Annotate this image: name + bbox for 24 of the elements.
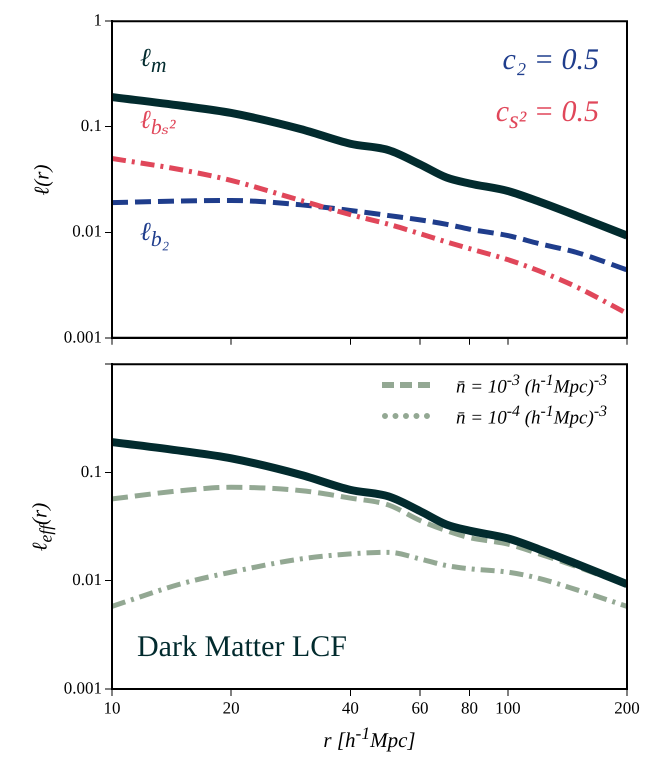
y-tick-label: 0.1 xyxy=(80,116,102,136)
y-axis-title: ℓ(r) xyxy=(30,164,54,195)
series-label: ℓ$_{m}$ xyxy=(140,43,166,78)
x-axis-title: r [h$^{-1}$Mpc] xyxy=(323,723,416,753)
series-label: ℓ$_{bₛ²}$ xyxy=(140,104,176,140)
annotation: c₂ = 0.5 xyxy=(502,43,599,78)
legend-label: n̄ = 10$^{-3}$ (h$^{-1}$Mpc)$^{-3}$ xyxy=(456,372,607,399)
x-tick-label: 10 xyxy=(104,698,120,718)
y-tick-label: 0.001 xyxy=(64,327,102,346)
annotation: c$_{s²}$ = 0.5 xyxy=(496,95,599,136)
y-tick-label: 0.001 xyxy=(64,678,102,698)
x-tick-label: 60 xyxy=(412,698,429,718)
y-tick-label: 0.01 xyxy=(72,570,102,590)
x-tick-label: 200 xyxy=(614,698,640,718)
y-tick-label: 0.01 xyxy=(72,222,102,241)
series-label: ℓ$_{b₂}$ xyxy=(140,216,170,252)
x-tick-label: 80 xyxy=(460,698,478,718)
y-tick-label: 0.1 xyxy=(80,462,102,481)
legend-label: n̄ = 10$^{-4}$ (h$^{-1}$Mpc)$^{-3}$ xyxy=(456,402,607,429)
annotation: Dark Matter LCF xyxy=(137,630,347,664)
y-tick-label: 1 xyxy=(94,10,102,30)
x-tick-label: 40 xyxy=(342,698,359,718)
x-tick-label: 100 xyxy=(495,698,521,718)
x-tick-label: 20 xyxy=(222,698,240,718)
